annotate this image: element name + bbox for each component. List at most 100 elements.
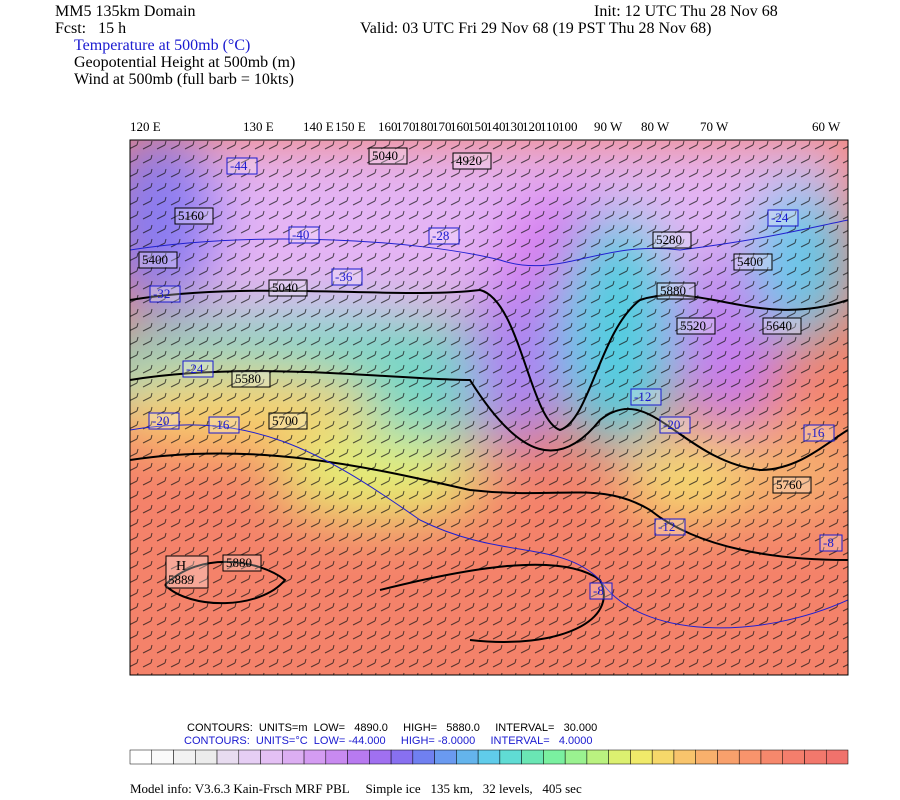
longitude-label: 130 E (243, 119, 274, 134)
colorbar-cell (195, 749, 218, 765)
longitude-label: 170 (432, 119, 452, 134)
height-label-box (268, 412, 308, 430)
temp-label-box (589, 582, 613, 600)
colorbar-cell (151, 749, 174, 765)
colorbar-cell (369, 749, 392, 765)
temp-label-box (331, 268, 363, 286)
colorbar-cell (651, 749, 675, 765)
longitude-label: 100 (558, 119, 578, 134)
height-label: 5760 (776, 477, 802, 492)
height-label-box (733, 253, 773, 271)
longitude-label: 160 (450, 119, 470, 134)
colorbar-cell (782, 749, 805, 765)
longitude-label: 70 W (700, 119, 729, 134)
high-box (165, 555, 209, 589)
height-label-box (138, 251, 178, 269)
height-contours: CONTOURS: UNITS=m LOW= 4890.0 HIGH= 5880… (187, 722, 598, 734)
colorbar-cell (695, 749, 718, 765)
height-label: 5400 (142, 252, 168, 267)
height-label: 5160 (178, 208, 204, 223)
temp-label: -16 (212, 417, 230, 432)
height-label: 5880 (226, 555, 252, 570)
longitude-label: 140 (486, 119, 506, 134)
height-label: 5280 (656, 232, 682, 247)
colorbar-cell (521, 749, 544, 765)
longitude-label: 130 (504, 119, 524, 134)
temp-label-box (226, 157, 258, 175)
height-label-box (268, 279, 308, 297)
init: Init: 12 UTC Thu 28 Nov 68 (594, 3, 778, 20)
colorbar-cell (347, 749, 370, 765)
height-label-box (652, 231, 692, 249)
colorbar-cell (717, 749, 740, 765)
colorbar-cell (325, 749, 348, 765)
high-value: 5889 (168, 572, 194, 587)
height-label-box (231, 370, 271, 388)
temp-label: -8 (593, 583, 604, 598)
longitude-label: 60 W (812, 119, 841, 134)
colorbar-cell (282, 749, 305, 765)
longitude-label: 170 (396, 119, 416, 134)
longitude-label: 140 E (303, 119, 334, 134)
temp-label-box (182, 360, 214, 378)
colorbar-cell (260, 749, 283, 765)
colorbar-cell (390, 749, 414, 765)
colorbar-cell (630, 749, 653, 765)
colorbar-cell (564, 749, 588, 765)
height-label: 5040 (372, 148, 398, 163)
temp-label: -32 (153, 286, 170, 301)
colorbar-cell (434, 749, 457, 765)
field: Geopotential Height at 500mb (m) (74, 54, 296, 71)
colorbar-cell (456, 749, 479, 765)
longitude-label: 160 (378, 119, 398, 134)
temp-label: -44 (230, 158, 248, 173)
height-label-box (174, 207, 214, 225)
height-label-box (676, 317, 716, 335)
temp-label-box (819, 534, 843, 552)
temp-label: -12 (634, 389, 651, 404)
temp-label: -36 (335, 269, 353, 284)
longitude-label: 150 E (335, 119, 366, 134)
temperature-field (130, 140, 848, 675)
height-label-box (452, 152, 492, 170)
colorbar-cell (825, 749, 849, 765)
temp-label: -20 (663, 417, 680, 432)
temp-label-box (654, 518, 686, 536)
temp-label: -24 (771, 210, 789, 225)
height-label: 4920 (456, 153, 482, 168)
height-label: 5640 (766, 318, 792, 333)
height-label: 5400 (737, 254, 763, 269)
temp-label-box (208, 416, 240, 434)
temp-label-box (767, 209, 799, 227)
longitude-label: 150 (468, 119, 488, 134)
colorbar-cell (412, 749, 435, 765)
colorbar-cell (173, 749, 196, 765)
temp-label: -8 (823, 535, 834, 550)
domain: MM5 135km Domain (55, 3, 196, 20)
colorbar-cell (303, 749, 327, 765)
field: Temperature at 500mb (°C) (74, 37, 251, 54)
temp-label-box (659, 416, 691, 434)
temp-label-box (630, 388, 662, 406)
colorbar-cell (608, 749, 631, 765)
colorbar-cell (586, 749, 609, 765)
temperature-contours: CONTOURS: UNITS=°C LOW= -44.000 HIGH= -8… (184, 735, 593, 747)
colorbar-cell (216, 749, 240, 765)
forecast: Fcst: 15 h (55, 20, 127, 37)
colorbar-cell (238, 749, 261, 765)
longitude-label: 180 (414, 119, 434, 134)
height-label: 5880 (660, 283, 686, 298)
colorbar-cell (499, 749, 522, 765)
colorbar-cell (129, 749, 153, 765)
colorbar-cell (738, 749, 762, 765)
high-letter: H (176, 559, 186, 574)
temp-label-box (148, 412, 180, 430)
valid: Valid: 03 UTC Fri 29 Nov 68 (19 PST Thu … (360, 20, 712, 37)
temp-label: -40 (292, 227, 309, 242)
temp-label: -24 (186, 361, 204, 376)
temp-label: -28 (432, 228, 449, 243)
height-label: 5040 (272, 280, 298, 295)
longitude-label: 80 W (641, 119, 670, 134)
